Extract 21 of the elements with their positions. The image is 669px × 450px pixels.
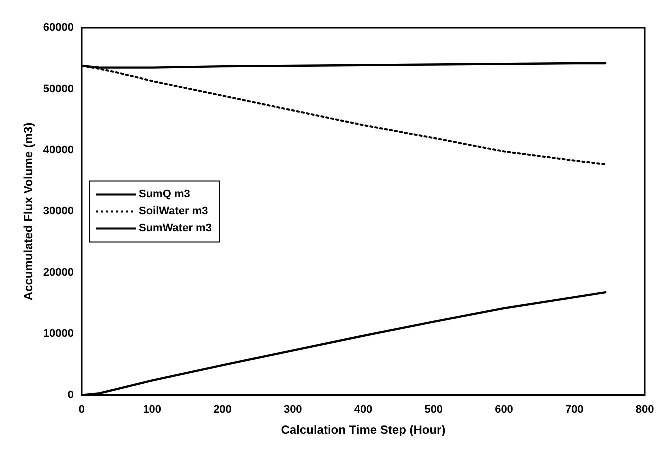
- y-tick-label: 30000: [43, 206, 74, 218]
- x-tick-label: 300: [284, 404, 302, 416]
- y-tick-label: 50000: [43, 83, 74, 96]
- x-tick-label: 500: [424, 404, 444, 416]
- y-tick-label: 40000: [43, 144, 74, 156]
- y-axis-title: Accumulated Flux Volume (m3): [22, 122, 36, 301]
- legend-label: SumWater m3: [138, 222, 212, 235]
- x-tick-label: 100: [143, 404, 162, 416]
- x-axis-title: Calculation Time Step (Hour): [281, 423, 446, 438]
- x-tick-label: 800: [636, 404, 654, 416]
- y-tick-label: 10000: [43, 328, 74, 340]
- legend-label: SumQ m3: [138, 188, 190, 201]
- y-tick-label: 0: [68, 389, 74, 402]
- x-tick-label: 200: [214, 404, 232, 416]
- y-tick-label: 60000: [43, 22, 74, 34]
- x-tick-label: 700: [565, 404, 584, 416]
- x-tick-label: 400: [354, 404, 373, 416]
- x-tick-label: 600: [495, 404, 514, 416]
- x-tick-label: 0: [78, 404, 86, 416]
- legend-label: SoilWater m3: [138, 206, 208, 218]
- y-tick-label: 20000: [43, 266, 74, 279]
